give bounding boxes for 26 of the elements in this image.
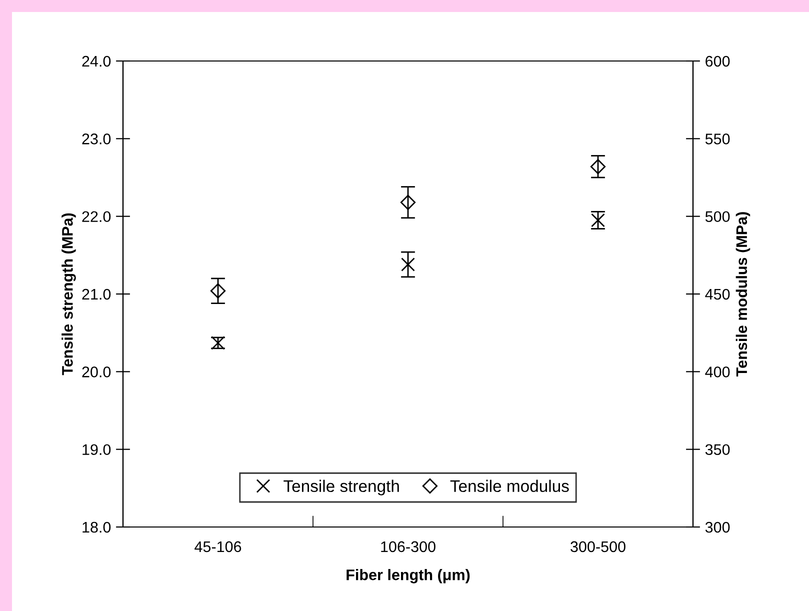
x-tick-label: 45-106 <box>194 541 242 552</box>
y2-tick-label: 300 <box>705 522 730 533</box>
x-tick-label: 300-500 <box>570 541 626 552</box>
point <box>210 283 226 298</box>
legend-label: Tensile strength <box>284 480 399 496</box>
point <box>590 159 606 174</box>
y2-tick-label: 550 <box>705 134 730 144</box>
point <box>400 194 416 210</box>
x-tick-label: 106-300 <box>381 541 436 552</box>
y2-tick-label: 450 <box>705 288 730 300</box>
y-tick-label: 24.0 <box>82 56 111 67</box>
y2-tick-label: 400 <box>705 366 730 378</box>
point <box>401 258 415 272</box>
y-tick-label: 22.0 <box>82 211 111 222</box>
y-axis-title: Tensile strength (MPa) <box>62 213 76 376</box>
y2-tick-label: 350 <box>705 444 730 456</box>
y-tick-label: 21.0 <box>82 288 111 300</box>
x-axis-title: Fiber length (μm) <box>346 569 470 584</box>
y-tick-label: 23.0 <box>82 134 111 144</box>
y-tick-label: 18.0 <box>82 522 111 533</box>
y2-tick-label: 500 <box>705 211 730 222</box>
legend-label: Tensile modulus <box>450 480 569 492</box>
y-tick-label: 19.0 <box>82 444 111 456</box>
y2-axis-title: Tensile modulus (MPa) <box>736 212 750 376</box>
y2-tick-label: 600 <box>706 56 730 67</box>
y-tick-label: 20.0 <box>82 366 111 378</box>
